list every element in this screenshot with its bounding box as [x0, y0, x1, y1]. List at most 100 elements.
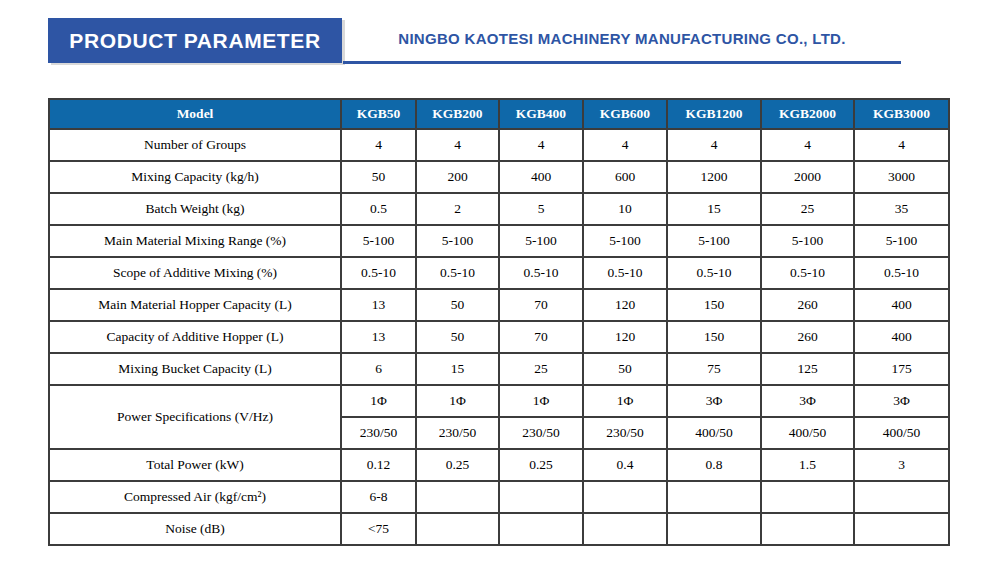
cell: 5-100 — [416, 225, 499, 257]
table-row: Scope of Additive Mixing (%) 0.5-10 0.5-… — [49, 257, 949, 289]
cell: 230/50 — [583, 417, 667, 449]
cell: 120 — [583, 289, 667, 321]
cell: 5-100 — [499, 225, 583, 257]
table-row: Total Power (kW) 0.12 0.25 0.25 0.4 0.8 … — [49, 449, 949, 481]
cell: 15 — [667, 193, 761, 225]
cell: 260 — [761, 289, 854, 321]
company-name: NINGBO KAOTESI MACHINERY MANUFACTURING C… — [398, 30, 845, 49]
cell: 230/50 — [499, 417, 583, 449]
column-header-kgb3000: KGB3000 — [854, 99, 949, 129]
cell: 0.12 — [341, 449, 416, 481]
column-header-kgb2000: KGB2000 — [761, 99, 854, 129]
cell: 1Φ — [416, 385, 499, 417]
table-row: Mixing Capacity (kg/h) 50 200 400 600 12… — [49, 161, 949, 193]
cell: 0.8 — [667, 449, 761, 481]
cell: 0.5-10 — [854, 257, 949, 289]
cell — [583, 513, 667, 545]
cell: 3Φ — [854, 385, 949, 417]
cell: 4 — [341, 129, 416, 161]
table-row: Number of Groups 4 4 4 4 4 4 4 — [49, 129, 949, 161]
cell: 0.5-10 — [583, 257, 667, 289]
column-header-kgb50: KGB50 — [341, 99, 416, 129]
cell: 175 — [854, 353, 949, 385]
cell: 230/50 — [416, 417, 499, 449]
cell: 1Φ — [499, 385, 583, 417]
cell: 125 — [761, 353, 854, 385]
table-row: Main Material Hopper Capacity (L) 13 50 … — [49, 289, 949, 321]
cell: 25 — [499, 353, 583, 385]
cell: 0.5-10 — [499, 257, 583, 289]
cell: 70 — [499, 289, 583, 321]
cell — [761, 481, 854, 513]
cell: 2 — [416, 193, 499, 225]
section-title: PRODUCT PARAMETER — [69, 29, 320, 53]
cell: 400 — [854, 321, 949, 353]
cell: 0.5-10 — [761, 257, 854, 289]
cell: 1200 — [667, 161, 761, 193]
cell: 150 — [667, 321, 761, 353]
cell: 6 — [341, 353, 416, 385]
cell: 4 — [499, 129, 583, 161]
cell: 5-100 — [854, 225, 949, 257]
cell: 1.5 — [761, 449, 854, 481]
cell: 5-100 — [667, 225, 761, 257]
cell: 13 — [341, 289, 416, 321]
row-label: Number of Groups — [49, 129, 341, 161]
cell: 50 — [416, 289, 499, 321]
cell: 400/50 — [761, 417, 854, 449]
cell: 70 — [499, 321, 583, 353]
column-header-kgb200: KGB200 — [416, 99, 499, 129]
table-row: Batch Weight (kg) 0.5 2 5 10 15 25 35 — [49, 193, 949, 225]
cell — [854, 481, 949, 513]
column-header-kgb600: KGB600 — [583, 99, 667, 129]
cell: 0.5 — [341, 193, 416, 225]
cell — [499, 513, 583, 545]
cell: 120 — [583, 321, 667, 353]
cell: 13 — [341, 321, 416, 353]
row-label: Compressed Air (kgf/cm²) — [49, 481, 341, 513]
cell: 50 — [416, 321, 499, 353]
cell: 230/50 — [341, 417, 416, 449]
cell: 400 — [854, 289, 949, 321]
row-label: Scope of Additive Mixing (%) — [49, 257, 341, 289]
row-label: Noise (dB) — [49, 513, 341, 545]
product-parameter-page: PRODUCT PARAMETER NINGBO KAOTESI MACHINE… — [0, 0, 1000, 571]
cell: <75 — [341, 513, 416, 545]
cell — [416, 513, 499, 545]
row-label: Batch Weight (kg) — [49, 193, 341, 225]
table-row: Noise (dB) <75 — [49, 513, 949, 545]
cell: 5-100 — [583, 225, 667, 257]
cell — [761, 513, 854, 545]
row-label: Total Power (kW) — [49, 449, 341, 481]
cell: 3 — [854, 449, 949, 481]
table-row-power-phase: Power Specifications (V/Hz) 1Φ 1Φ 1Φ 1Φ … — [49, 385, 949, 417]
cell: 6-8 — [341, 481, 416, 513]
cell: 2000 — [761, 161, 854, 193]
section-title-box: PRODUCT PARAMETER — [48, 18, 342, 63]
cell: 0.5-10 — [416, 257, 499, 289]
row-label: Capacity of Additive Hopper (L) — [49, 321, 341, 353]
cell — [854, 513, 949, 545]
column-header-model: Model — [49, 99, 341, 129]
cell: 3Φ — [761, 385, 854, 417]
cell: 35 — [854, 193, 949, 225]
cell: 5 — [499, 193, 583, 225]
cell: 5-100 — [341, 225, 416, 257]
table-row: Compressed Air (kgf/cm²) 6-8 — [49, 481, 949, 513]
cell — [667, 481, 761, 513]
cell: 25 — [761, 193, 854, 225]
cell — [667, 513, 761, 545]
cell — [499, 481, 583, 513]
row-label: Main Material Mixing Range (%) — [49, 225, 341, 257]
cell: 0.4 — [583, 449, 667, 481]
cell: 4 — [583, 129, 667, 161]
cell: 4 — [667, 129, 761, 161]
row-label: Main Material Hopper Capacity (L) — [49, 289, 341, 321]
parameters-table: Model KGB50 KGB200 KGB400 KGB600 KGB1200… — [48, 98, 950, 546]
cell: 1Φ — [583, 385, 667, 417]
cell: 1Φ — [341, 385, 416, 417]
column-header-kgb1200: KGB1200 — [667, 99, 761, 129]
row-label: Mixing Bucket Capacity (L) — [49, 353, 341, 385]
cell: 400 — [499, 161, 583, 193]
cell: 600 — [583, 161, 667, 193]
